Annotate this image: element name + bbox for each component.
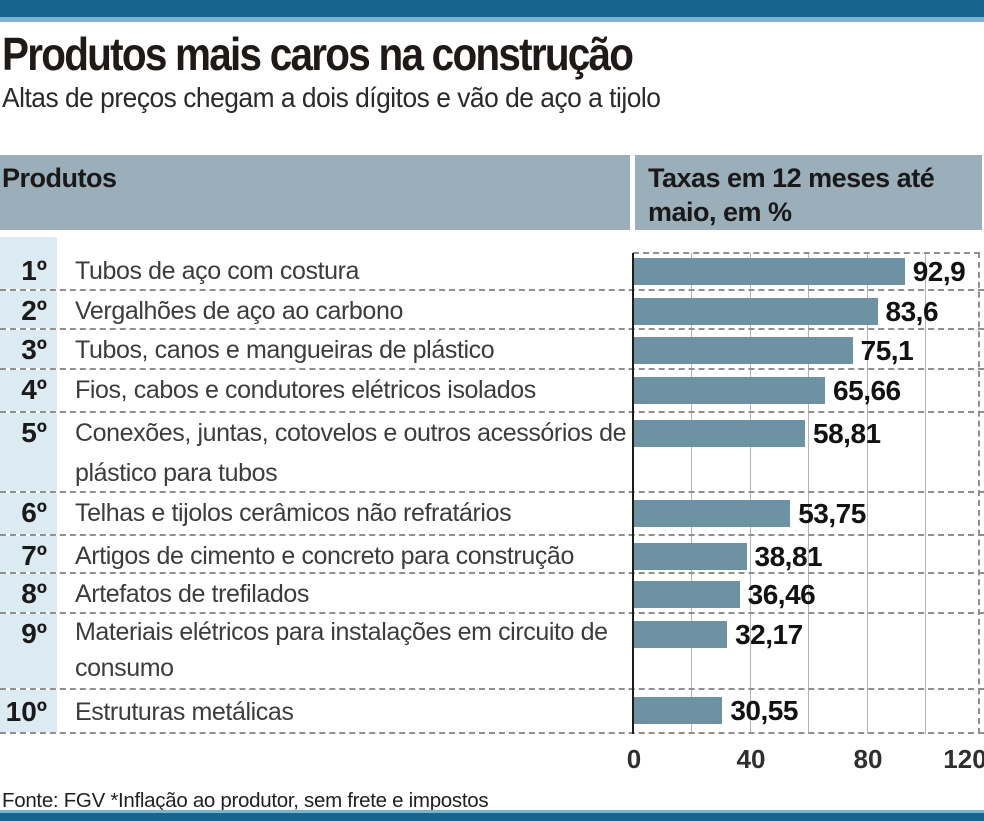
- bar-cell: 32,17: [633, 619, 984, 650]
- rank-label: 7º: [0, 536, 57, 572]
- gridline-40: [750, 253, 751, 734]
- x-tick-label: 80: [853, 744, 883, 774]
- ranking-table: 1º Tubos de aço com costura 92,9 2º Verg…: [0, 237, 984, 734]
- bar-cell: 53,75: [633, 498, 984, 529]
- x-tick-label: 40: [736, 744, 766, 774]
- rank-label: 3º: [0, 330, 57, 368]
- bar-value: 36,46: [747, 578, 816, 610]
- bottom-brand-bar-accent: [0, 810, 984, 813]
- column-header-products: Produtos: [0, 155, 630, 230]
- gridline-80: [867, 253, 868, 734]
- table-row: 6º Telhas e tijolos cerâmicos não refrat…: [0, 493, 984, 536]
- table-row: 1º Tubos de aço com costura 92,9: [0, 237, 984, 291]
- bar: [633, 500, 791, 527]
- table-row: 5º Conexões, juntas, cotovelos e outros …: [0, 413, 984, 493]
- table-row: 2º Vergalhões de aço ao carbono 83,6: [0, 291, 984, 330]
- bar: [633, 298, 878, 325]
- rank-label: 2º: [0, 291, 57, 328]
- bar-value: 83,6: [885, 295, 939, 327]
- product-name: Conexões, juntas, cotovelos e outros ace…: [75, 419, 627, 487]
- bar: [633, 697, 723, 724]
- gridline-100: [925, 253, 926, 734]
- top-brand-bar: [0, 0, 984, 17]
- product-name: Artefatos de trefilados: [75, 580, 309, 608]
- source-note: Fonte: FGV *Inflação ao produtor, sem fr…: [2, 789, 489, 812]
- bar: [633, 581, 740, 608]
- page-title: Produtos mais caros na construção: [2, 28, 634, 80]
- y-axis-line: [632, 253, 634, 734]
- bar-value: 92,9: [912, 255, 966, 287]
- product-name: Estruturas metálicas: [75, 698, 294, 726]
- bar-cell: 75,1: [633, 335, 984, 366]
- chart-top-border: [633, 252, 980, 254]
- bar-value: 58,81: [813, 417, 881, 449]
- rank-label: 4º: [0, 370, 57, 411]
- bar-cell: 30,55: [633, 695, 984, 726]
- bar-cell: 38,81: [633, 541, 984, 572]
- table-row: 7º Artigos de cimento e concreto para co…: [0, 536, 984, 574]
- product-name: Tubos, canos e mangueiras de plástico: [75, 336, 495, 364]
- rank-label: 8º: [0, 574, 57, 612]
- table-row: 8º Artefatos de trefilados 36,46: [0, 574, 984, 614]
- rank-label: 10º: [0, 690, 57, 732]
- bar: [633, 543, 747, 570]
- bar-value: 53,75: [798, 497, 866, 529]
- gridline-60: [808, 253, 809, 734]
- x-axis: 0 40 80 120: [0, 744, 984, 776]
- bottom-brand-bar: [0, 813, 984, 821]
- table-row: 9º Materiais elétricos para instalações …: [0, 614, 984, 690]
- bar: [633, 377, 826, 404]
- bar-cell: 65,66: [633, 375, 984, 406]
- page-subtitle: Altas de preços chegam a dois dígitos e …: [2, 82, 661, 113]
- product-name: Tubos de aço com costura: [75, 257, 360, 285]
- bar-cell: 92,9: [633, 256, 984, 287]
- x-tick-label: 0: [626, 744, 642, 774]
- rank-label: 6º: [0, 493, 57, 534]
- chart-right-border: [978, 252, 980, 734]
- bar-value: 75,1: [860, 334, 914, 366]
- bar: [633, 621, 728, 648]
- column-header-rates: Taxas em 12 meses até maio, em %: [635, 155, 982, 230]
- table-row: 4º Fios, cabos e condutores elétricos is…: [0, 370, 984, 413]
- gridline-20: [691, 253, 692, 734]
- rank-label: 1º: [0, 237, 57, 289]
- bar: [633, 258, 905, 285]
- x-tick-label: 120: [943, 744, 984, 774]
- rank-label: 9º: [0, 614, 57, 688]
- product-name: Telhas e tijolos cerâmicos não refratári…: [75, 499, 512, 527]
- product-name: Fios, cabos e condutores elétricos isola…: [75, 376, 536, 404]
- product-name: Artigos de cimento e concreto para const…: [75, 542, 574, 570]
- bar-value: 65,66: [833, 374, 901, 406]
- product-name: Materiais elétricos para instalações em …: [75, 618, 608, 682]
- top-brand-bar-accent: [0, 17, 984, 22]
- bar-value: 32,17: [735, 618, 803, 650]
- product-name: Vergalhões de aço ao carbono: [75, 297, 403, 325]
- table-row: 10º Estruturas metálicas 30,55: [0, 690, 984, 734]
- bar-cell: 58,81: [633, 418, 984, 449]
- bar-cell: 36,46: [633, 579, 984, 610]
- bar-value: 30,55: [730, 694, 798, 726]
- bar: [633, 337, 853, 364]
- bar-cell: 83,6: [633, 296, 984, 327]
- bar: [633, 420, 806, 447]
- bar-value: 38,81: [754, 540, 823, 572]
- rank-label: 5º: [0, 413, 57, 491]
- table-row: 3º Tubos, canos e mangueiras de plástico…: [0, 330, 984, 370]
